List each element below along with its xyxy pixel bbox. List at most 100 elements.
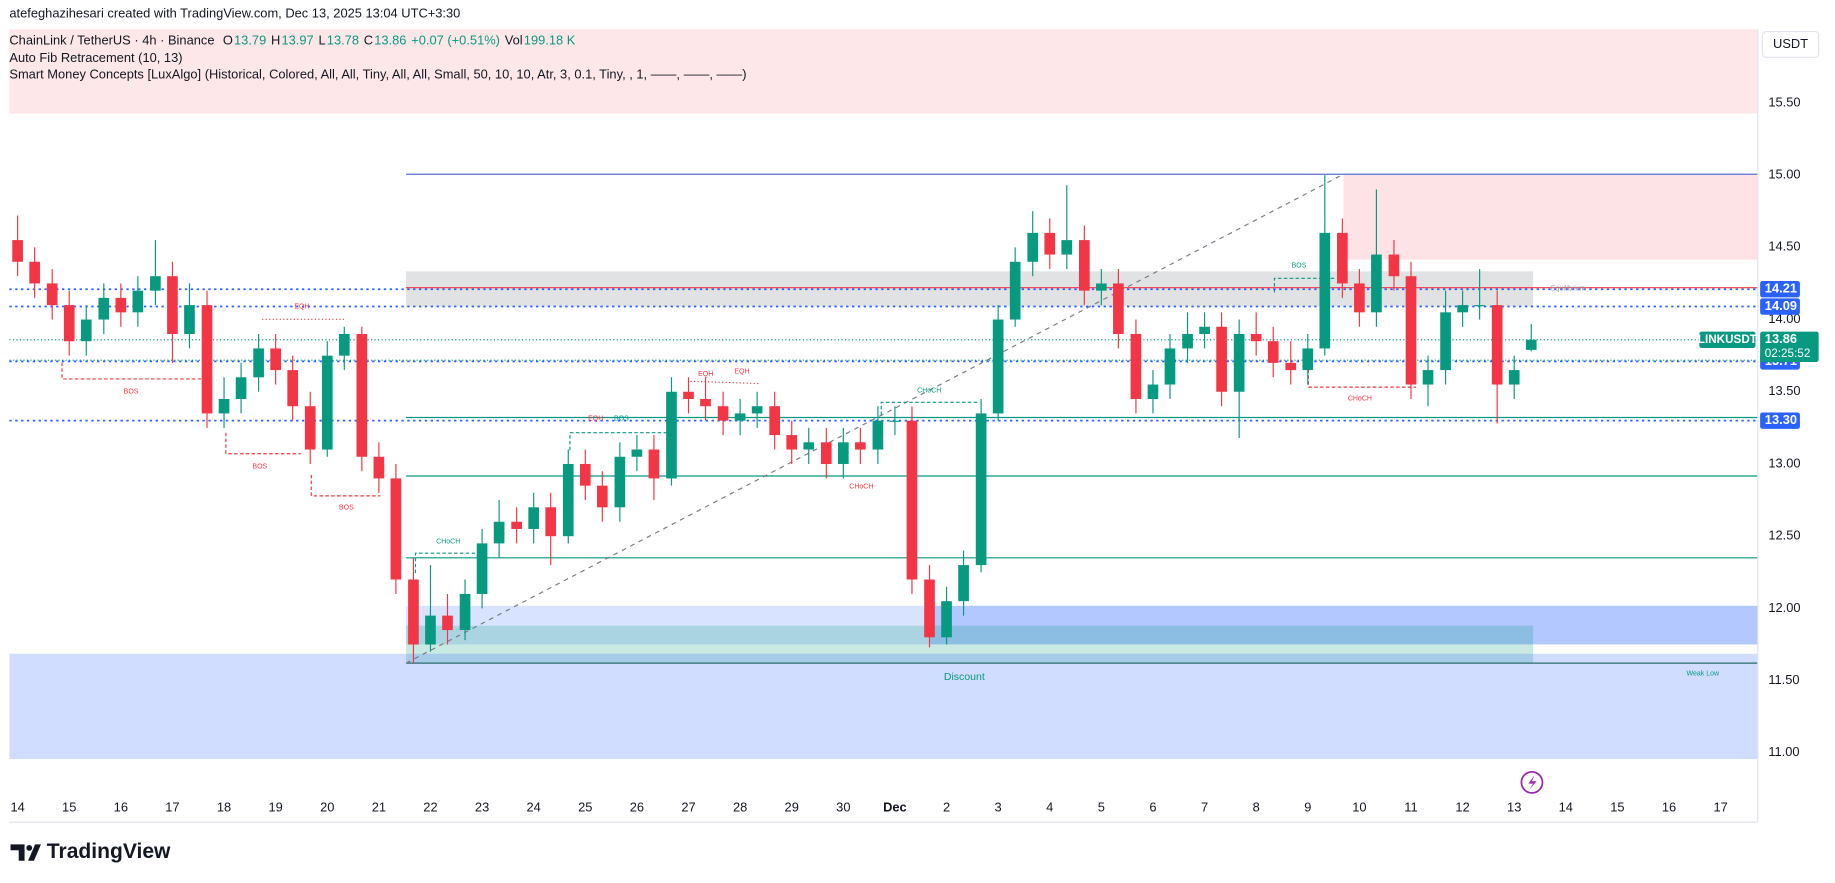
candle-body xyxy=(872,420,884,450)
x-tick-label: 30 xyxy=(836,800,850,815)
high: 13.97 xyxy=(281,33,314,48)
candle-body xyxy=(1354,283,1365,313)
candle-body xyxy=(184,305,195,334)
eqh-line xyxy=(690,380,761,385)
candle-body xyxy=(820,442,832,464)
annotation: Equilibrium xyxy=(1551,286,1586,293)
annotation: EQH xyxy=(294,303,309,310)
currency-box[interactable] xyxy=(1761,30,1820,58)
indicator[interactable]: Auto Fib Retracement (10, 13) xyxy=(9,51,183,66)
candle-body xyxy=(356,333,368,457)
x-tick-label: 25 xyxy=(578,800,592,815)
annotation: Discount xyxy=(944,671,985,683)
candle-body xyxy=(476,543,488,594)
candle-body xyxy=(115,297,127,313)
candle-body xyxy=(132,290,144,313)
premium-zone xyxy=(9,29,1758,114)
candle-body xyxy=(201,305,213,414)
x-tick-label: 17 xyxy=(165,800,179,815)
y-tick-label: 15.00 xyxy=(1768,167,1800,182)
annotations: BOS BOS BOS EQH EQH BOS EQH EQH CHoCH CHoCH CHoCH B… xyxy=(124,262,1720,683)
candle-body xyxy=(751,406,763,414)
x-tick-label: 28 xyxy=(733,800,747,815)
candle-body xyxy=(941,601,952,638)
candle-body xyxy=(855,442,866,450)
annotation: EQH xyxy=(588,416,603,423)
y-tick-label: 13.00 xyxy=(1768,455,1800,470)
candle-body xyxy=(1474,305,1485,307)
x-tick-label: 13 xyxy=(1507,800,1521,815)
candle-body xyxy=(1250,333,1262,342)
credit: atefeghazihesari created with TradingVie… xyxy=(9,7,461,22)
candle-body xyxy=(1147,384,1159,399)
candle-body xyxy=(924,579,935,638)
level-label-bg xyxy=(1760,298,1800,315)
candle-body xyxy=(1319,232,1331,349)
structure-line xyxy=(1273,277,1335,293)
annotation: EQH xyxy=(734,369,749,376)
l-label: L xyxy=(318,33,326,48)
change: +0.07 (+0.51%) xyxy=(411,33,500,48)
x-tick-label: 21 xyxy=(372,800,386,815)
y-tick-label: 12.00 xyxy=(1768,600,1800,615)
candle-body xyxy=(837,442,849,464)
candle-body xyxy=(80,319,92,342)
x-tick-label: 3 xyxy=(995,800,1002,815)
candle-body xyxy=(46,283,58,306)
candle-body xyxy=(992,319,1004,414)
currency: USDT xyxy=(1773,36,1808,51)
level-label-bg xyxy=(1760,412,1800,429)
candle-body xyxy=(1388,254,1400,277)
fib-trend-line xyxy=(405,173,1344,664)
candle-body xyxy=(304,406,316,450)
annotation: BOS xyxy=(1292,262,1307,269)
candle-body xyxy=(1302,348,1314,371)
x-tick-label: 22 xyxy=(423,800,437,815)
price-label: 13.86 xyxy=(1765,331,1797,346)
x-tick-label: 15 xyxy=(1610,800,1624,815)
candle-body xyxy=(12,240,23,262)
indicator[interactable]: Smart Money Concepts [LuxAlgo] (Historic… xyxy=(9,67,747,82)
x-tick-label: 24 xyxy=(527,800,541,815)
candle-body xyxy=(614,456,626,508)
candle-body xyxy=(338,333,350,356)
candle-body xyxy=(1440,312,1451,371)
candle-body xyxy=(631,449,643,457)
alert-icon[interactable] xyxy=(1520,770,1544,794)
candle-body xyxy=(579,463,591,486)
candle-body xyxy=(958,565,969,602)
candle-body xyxy=(1078,240,1090,291)
candle-body xyxy=(975,413,987,566)
annotation: CHoCH xyxy=(917,387,941,394)
x-tick-label: 29 xyxy=(785,800,799,815)
x-tick-label: 14 xyxy=(1559,800,1573,815)
y-tick-label: 11.00 xyxy=(1768,744,1799,759)
x-tick-label: 16 xyxy=(114,800,128,815)
annotation: CHoCH xyxy=(1348,396,1372,403)
candle-body xyxy=(29,261,40,284)
x-tick-label: 11 xyxy=(1404,800,1417,815)
low: 13.78 xyxy=(326,33,360,48)
structure-line xyxy=(880,401,978,416)
candle-body xyxy=(906,420,918,580)
structure-line xyxy=(414,552,480,574)
candle-body xyxy=(1233,333,1245,392)
candle-body xyxy=(1422,370,1434,385)
x-tick-label: 17 xyxy=(1713,800,1727,815)
candle-body xyxy=(666,391,677,479)
structure-line xyxy=(1307,369,1417,388)
o-label: O xyxy=(222,33,233,48)
annotation: Weak Low xyxy=(1686,670,1720,677)
annotation: BOS xyxy=(339,504,354,511)
countdown: 02:25:52 xyxy=(1765,347,1811,360)
candle-body xyxy=(1267,341,1279,363)
candle-body xyxy=(1182,333,1193,349)
vol-label: Vol xyxy=(504,33,523,48)
price-axis-bg xyxy=(1757,0,1835,825)
demand-zone xyxy=(406,605,1758,645)
level-label: 14.09 xyxy=(1765,298,1797,313)
y-tick-label: 12.50 xyxy=(1768,528,1800,543)
y-tick-label: 15.50 xyxy=(1768,94,1800,109)
x-tick-label: 2 xyxy=(943,800,950,815)
